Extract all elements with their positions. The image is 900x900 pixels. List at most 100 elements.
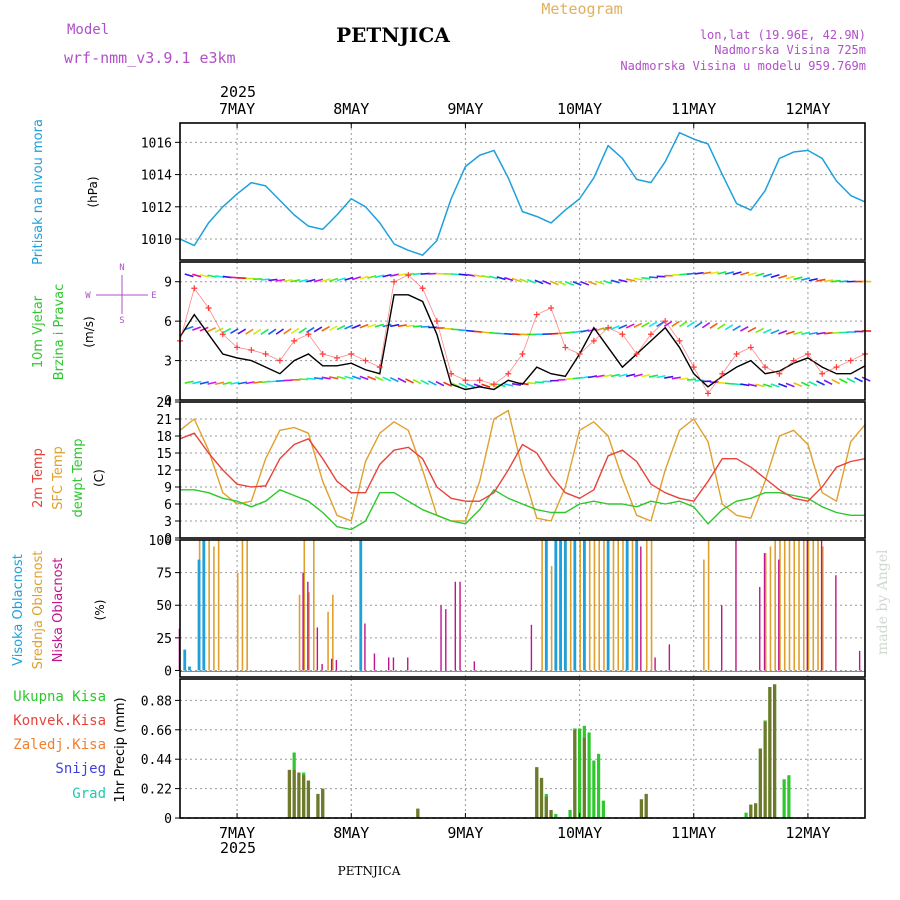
- wind-arrow: [458, 329, 468, 332]
- wind-arrow: [717, 271, 727, 275]
- cloud-ylabel-1: Visoka Oblacnost: [11, 554, 26, 666]
- wind-gust-marker: [305, 331, 312, 338]
- pressure-ylabel: Pritisak na nivou mora: [31, 119, 46, 265]
- precip-tick-label: 0.44: [141, 753, 172, 768]
- wind-arrow: [321, 278, 331, 283]
- wind-arrow: [800, 381, 810, 387]
- wind-gust-marker: [348, 351, 355, 357]
- year-label-bottom: 2025: [220, 839, 256, 857]
- precip-total-bar: [568, 809, 572, 818]
- day-label-bottom: 9MAY: [447, 824, 483, 842]
- wind-arrow: [785, 382, 795, 388]
- wind-arrow: [534, 279, 544, 285]
- wind-gust-marker: [690, 364, 697, 371]
- wind-arrow: [268, 380, 278, 383]
- wind-gust-marker: [405, 272, 412, 279]
- wind-arrow: [565, 331, 575, 334]
- wind-arrow: [504, 383, 514, 387]
- wind-arrow: [382, 273, 392, 278]
- legend-total: Ukupna Kisa: [13, 689, 106, 705]
- day-label-top: 12MAY: [785, 100, 830, 118]
- precip-total-bar: [577, 728, 582, 818]
- wind-arrow: [565, 377, 575, 381]
- precip-conv-bar: [644, 793, 648, 818]
- wind-gust-marker: [448, 370, 455, 377]
- cloud-tick-label: 50: [156, 599, 172, 614]
- wind-arrow: [192, 380, 202, 385]
- wind-tick-label: 0: [164, 394, 172, 409]
- wind-arrow: [435, 380, 445, 387]
- coords-label: lon,lat (19.96E, 42.9N): [700, 28, 866, 42]
- wind-arrow: [572, 281, 582, 286]
- wind-arrow: [770, 273, 780, 279]
- wind-arrow: [359, 323, 369, 329]
- wind-arrow: [732, 325, 741, 332]
- wind-ylabel-2: Brzina i Pravac: [52, 284, 67, 381]
- precip-tick-label: 0.22: [141, 783, 172, 798]
- wind-arrow: [648, 321, 658, 328]
- wind-gust-marker: [633, 351, 640, 357]
- wind-arrow: [679, 273, 689, 276]
- wind-arrow: [527, 381, 537, 385]
- wind-arrow: [755, 327, 765, 334]
- wind-arrow: [413, 325, 423, 328]
- wind-gust-marker: [234, 344, 241, 351]
- temp-tick-label: 6: [164, 498, 172, 513]
- wind-arrow: [725, 382, 735, 385]
- precip-conv-bar: [544, 796, 548, 818]
- wind-arrow: [603, 374, 613, 378]
- wind-arrow: [801, 277, 811, 281]
- precip-conv-bar: [753, 803, 758, 818]
- wind-direction-arrows: [184, 271, 872, 388]
- wind-arrow: [184, 273, 194, 278]
- station-title: PETNJICA: [336, 23, 450, 47]
- precip-conv-bar: [749, 804, 753, 818]
- wind-arrow: [633, 322, 643, 329]
- cloud-frame: [179, 539, 866, 678]
- day-label-bottom: 11MAY: [671, 824, 716, 842]
- wind-arrow: [618, 324, 628, 330]
- wind-gust-marker: [191, 285, 198, 292]
- wind-arrow: [724, 271, 735, 275]
- wind-arrow: [328, 325, 338, 331]
- precip-total-bar: [744, 812, 748, 818]
- wind-arrow: [519, 278, 529, 283]
- wind-arrow: [626, 278, 636, 282]
- wind-arrow: [808, 277, 818, 282]
- wind-arrow: [762, 273, 773, 278]
- precip-conv-bar: [302, 775, 306, 818]
- precip-conv-bar: [758, 748, 762, 818]
- wind-arrow: [313, 326, 323, 333]
- wind-gust-marker: [391, 278, 398, 285]
- wind-arrow: [610, 279, 620, 284]
- pressure-tick-label: 1012: [141, 201, 172, 216]
- precip-tick-label: 0: [164, 812, 172, 827]
- wind-arrow: [587, 280, 597, 286]
- temp-tick-label: 24: [156, 396, 172, 411]
- wind-arrow: [511, 333, 522, 336]
- precip-ylabel: 1hr Precip (mm): [113, 697, 128, 802]
- temp-ylabel-3: dewpt Temp: [71, 438, 86, 517]
- wind-arrow: [237, 381, 248, 385]
- wind-arrow: [192, 273, 202, 278]
- wind-arrow: [374, 376, 384, 382]
- wind-arrow: [504, 332, 514, 336]
- precip-conv-bar: [639, 799, 644, 818]
- precip-total-bar: [587, 732, 591, 818]
- wind-arrow: [359, 375, 369, 381]
- temp-tick-label: 15: [156, 447, 172, 462]
- wind-arrow: [314, 377, 324, 380]
- wind-arrow: [245, 328, 254, 335]
- temp-tick-label: 21: [156, 413, 172, 428]
- wind-gust-marker: [833, 364, 840, 371]
- wind-arrow: [823, 331, 834, 335]
- wind-arrow: [458, 273, 468, 277]
- wind-arrow: [793, 276, 803, 281]
- wind-arrow: [275, 278, 286, 282]
- temp-tick-label: 3: [164, 515, 172, 530]
- wind-arrow: [656, 321, 665, 328]
- wind-arrow: [625, 323, 635, 329]
- wind-arrow: [664, 375, 674, 379]
- wind-arrow: [565, 280, 574, 286]
- wind-arrow: [336, 324, 346, 331]
